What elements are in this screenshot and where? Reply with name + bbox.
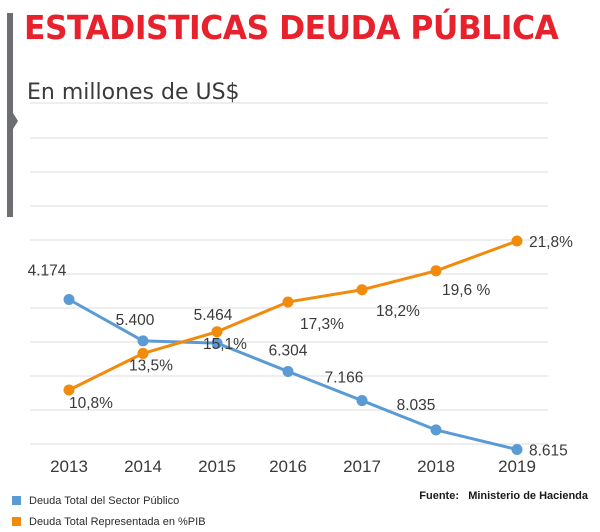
debt-point-2014 bbox=[137, 335, 149, 347]
pib-data-label-2019: 21,8% bbox=[529, 234, 573, 251]
debt-point-2019 bbox=[511, 444, 523, 455]
source-label: Fuente: bbox=[419, 490, 460, 502]
x-tick-label-2014: 2014 bbox=[124, 457, 162, 476]
debt-data-label-2014: 5.400 bbox=[116, 312, 155, 329]
x-tick-label-2016: 2016 bbox=[269, 457, 307, 476]
debt-data-label-2015: 5.464 bbox=[194, 307, 233, 324]
debt-data-label-2017: 7.166 bbox=[325, 370, 364, 387]
debt-point-2017 bbox=[356, 395, 368, 407]
legend: Deuda Total del Sector Público Deuda Tot… bbox=[12, 490, 206, 532]
legend-item-debt: Deuda Total del Sector Público bbox=[12, 490, 206, 511]
pib-point-2015 bbox=[211, 326, 223, 338]
chart-subtitle: En millones de US$ bbox=[27, 80, 240, 105]
pib-point-2019 bbox=[511, 235, 523, 247]
pib-point-2017 bbox=[356, 284, 368, 296]
debt-point-2013 bbox=[63, 294, 75, 305]
x-tick-label-2015: 2015 bbox=[198, 457, 236, 476]
pib-data-label-2018: 19,6 % bbox=[442, 282, 490, 299]
pib-point-2013 bbox=[63, 384, 75, 396]
source-note: Fuente: Ministerio de Hacienda bbox=[419, 490, 588, 502]
debt-data-label-2019: 8.615 bbox=[529, 443, 568, 460]
debt-point-2018 bbox=[430, 424, 442, 436]
debt-data-label-2016: 6.304 bbox=[269, 342, 308, 359]
legend-swatch-debt bbox=[12, 496, 21, 505]
legend-swatch-pib bbox=[12, 517, 21, 526]
pib-data-label-2016: 17,3% bbox=[300, 316, 344, 333]
pib-point-2014 bbox=[137, 347, 149, 359]
side-accent-bar bbox=[7, 13, 18, 217]
x-tick-label-2018: 2018 bbox=[417, 457, 455, 476]
pib-point-2016 bbox=[282, 296, 294, 308]
debt-data-label-2018: 8.035 bbox=[397, 397, 436, 414]
legend-label-pib: Deuda Total Representada en %PIB bbox=[29, 515, 206, 528]
pib-data-label-2014: 13,5% bbox=[129, 357, 173, 374]
pib-data-label-2015: 15,1% bbox=[203, 336, 247, 353]
pib-point-2018 bbox=[430, 265, 442, 277]
debt-point-2016 bbox=[282, 365, 294, 377]
pib-data-label-2013: 10,8% bbox=[69, 395, 113, 412]
x-tick-label-2013: 2013 bbox=[50, 457, 88, 476]
pib-data-label-2017: 18,2% bbox=[376, 303, 420, 320]
legend-item-pib: Deuda Total Representada en %PIB bbox=[12, 511, 206, 532]
legend-label-debt: Deuda Total del Sector Público bbox=[29, 494, 180, 507]
x-tick-label-2019: 2019 bbox=[498, 457, 536, 476]
chart-title: ESTADISTICAS DEUDA PÚBLICA bbox=[24, 8, 559, 47]
x-tick-label-2017: 2017 bbox=[343, 457, 381, 476]
debt-point-2015 bbox=[211, 337, 223, 349]
debt-data-label-2013: 4.174 bbox=[28, 263, 67, 280]
source-value: Ministerio de Hacienda bbox=[468, 490, 588, 502]
